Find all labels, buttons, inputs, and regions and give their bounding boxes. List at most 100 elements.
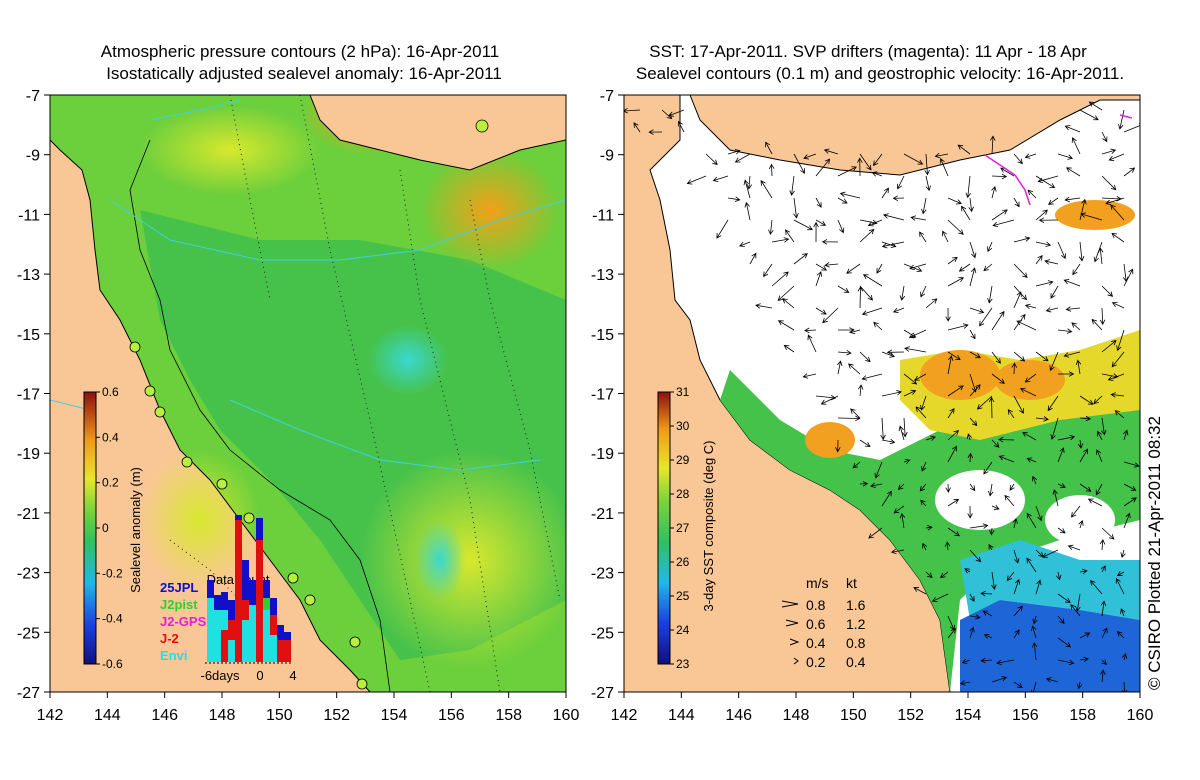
velocity-arrow — [969, 417, 978, 427]
velocity-arrow — [777, 285, 795, 301]
velocity-arrow — [804, 327, 817, 334]
velocity-arrow — [815, 263, 828, 271]
velocity-legend-ms: 0.4 — [806, 635, 826, 651]
velocity-arrow — [807, 334, 817, 353]
velocity-arrow — [909, 263, 927, 271]
velocity-arrow — [1079, 198, 1087, 221]
velocity-arrow — [1101, 659, 1107, 665]
velocity-arrow — [727, 196, 741, 202]
colorbar-tick-label: 0.6 — [102, 385, 119, 399]
left-yellow-blob — [140, 105, 320, 195]
velocity-arrow — [837, 349, 852, 356]
velocity-arrow — [897, 175, 905, 190]
velocity-arrow — [882, 213, 905, 221]
lon-tick-label: 148 — [209, 707, 236, 724]
velocity-legend-arrow — [785, 619, 799, 627]
velocity-arrow — [1079, 632, 1091, 639]
velocity-arrow — [925, 298, 938, 309]
velocity-arrow — [1101, 175, 1117, 191]
velocity-arrow — [989, 527, 995, 536]
lon-tick-label: 160 — [1127, 707, 1154, 724]
right-title-line2: Sealevel contours (0.1 m) and geostrophi… — [636, 64, 1124, 83]
velocity-legend-kt: 1.6 — [846, 597, 866, 613]
left-depth-contour — [129, 139, 391, 692]
velocity-arrow — [1110, 392, 1125, 398]
velocity-arrow — [1100, 669, 1106, 683]
velocity-arrow — [899, 512, 906, 529]
velocity-arrow — [902, 417, 908, 438]
velocity-arrow — [892, 195, 905, 201]
velocity-arrow — [980, 657, 993, 664]
colorbar-tick-label: -0.4 — [102, 612, 123, 626]
velocity-arrow — [1121, 653, 1128, 661]
velocity-arrow — [881, 490, 892, 507]
velocity-arrow — [1057, 483, 1066, 489]
lon-tick-label: 148 — [783, 707, 810, 724]
velocity-arrow — [820, 395, 839, 405]
velocity-arrow — [921, 197, 927, 215]
velocity-arrow — [1013, 291, 1022, 309]
velocity-arrow — [1076, 681, 1083, 690]
velocity-arrow — [1077, 439, 1084, 449]
velocity-arrow — [1035, 280, 1054, 287]
velocity-arrow — [982, 610, 993, 617]
colorbar-tick-label: 0 — [102, 521, 109, 535]
velocity-arrow — [990, 135, 996, 155]
velocity-arrow — [1105, 197, 1125, 206]
velocity-arrow — [991, 185, 997, 199]
velocity-arrow — [1070, 604, 1081, 617]
velocity-arrow — [897, 483, 905, 490]
velocity-arrow — [1111, 301, 1125, 309]
lon-tick-label: 156 — [438, 707, 465, 724]
velocity-arrow — [857, 384, 864, 397]
velocity-arrow — [873, 321, 883, 331]
velocity-arrow — [835, 439, 841, 453]
lat-tick-label: -17 — [591, 387, 614, 404]
velocity-arrow — [716, 219, 729, 239]
velocity-arrow — [727, 149, 741, 155]
velocity-arrow — [1101, 148, 1117, 155]
velocity-arrow — [991, 351, 1001, 364]
velocity-arrow — [925, 525, 933, 531]
velocity-arrow — [1035, 579, 1042, 595]
colorbar-tick-label: 23 — [676, 657, 690, 671]
lat-tick-label: -13 — [17, 267, 40, 284]
velocity-arrow — [1049, 351, 1059, 372]
velocity-arrow — [915, 406, 927, 419]
left-colorbar — [83, 391, 97, 665]
velocity-arrow — [969, 593, 975, 602]
velocity-arrow — [988, 396, 995, 419]
velocity-arrow — [1123, 461, 1140, 468]
velocity-arrow — [870, 482, 883, 489]
velocity-arrow — [1045, 307, 1059, 313]
velocity-arrow — [837, 197, 848, 204]
velocity-arrow — [1101, 131, 1108, 143]
lon-tick-label: 158 — [1069, 707, 1096, 724]
mission-legend-item: 25JPL — [160, 580, 198, 595]
right-colorbar-ticks: 31 30 29 28 27 26 25 24 23 — [670, 385, 690, 671]
left-title-line1: Atmospheric pressure contours (2 hPa): 1… — [101, 42, 499, 61]
left-colorbar-ticks: 0.6 0.4 0.2 0 -0.2 -0.4 -0.6 — [96, 385, 123, 671]
mission-legend-item: J2pist — [160, 597, 198, 612]
velocity-arrow — [914, 373, 927, 381]
velocity-arrow — [1116, 329, 1125, 352]
velocity-arrow — [1013, 578, 1021, 595]
velocity-arrow — [961, 205, 971, 221]
velocity-arrow — [1057, 434, 1076, 441]
velocity-arrow — [815, 394, 837, 401]
lat-tick-label: -15 — [591, 327, 614, 344]
velocity-arrow — [1071, 137, 1081, 155]
velocity-arrow — [837, 285, 850, 293]
velocity-arrow — [1019, 387, 1037, 397]
velocity-arrow — [1100, 600, 1107, 617]
lon-tick-label: 144 — [94, 707, 121, 724]
velocity-arrow — [744, 201, 751, 221]
velocity-arrow — [1101, 285, 1114, 297]
velocity-arrow — [802, 373, 817, 379]
velocity-arrow — [857, 157, 863, 177]
velocity-arrow — [1118, 109, 1125, 130]
colorbar-tick-label: -0.2 — [102, 566, 123, 580]
velocity-arrow — [848, 363, 861, 375]
mission-legend-item: J2-GPS — [160, 614, 207, 629]
velocity-arrow — [969, 329, 976, 340]
